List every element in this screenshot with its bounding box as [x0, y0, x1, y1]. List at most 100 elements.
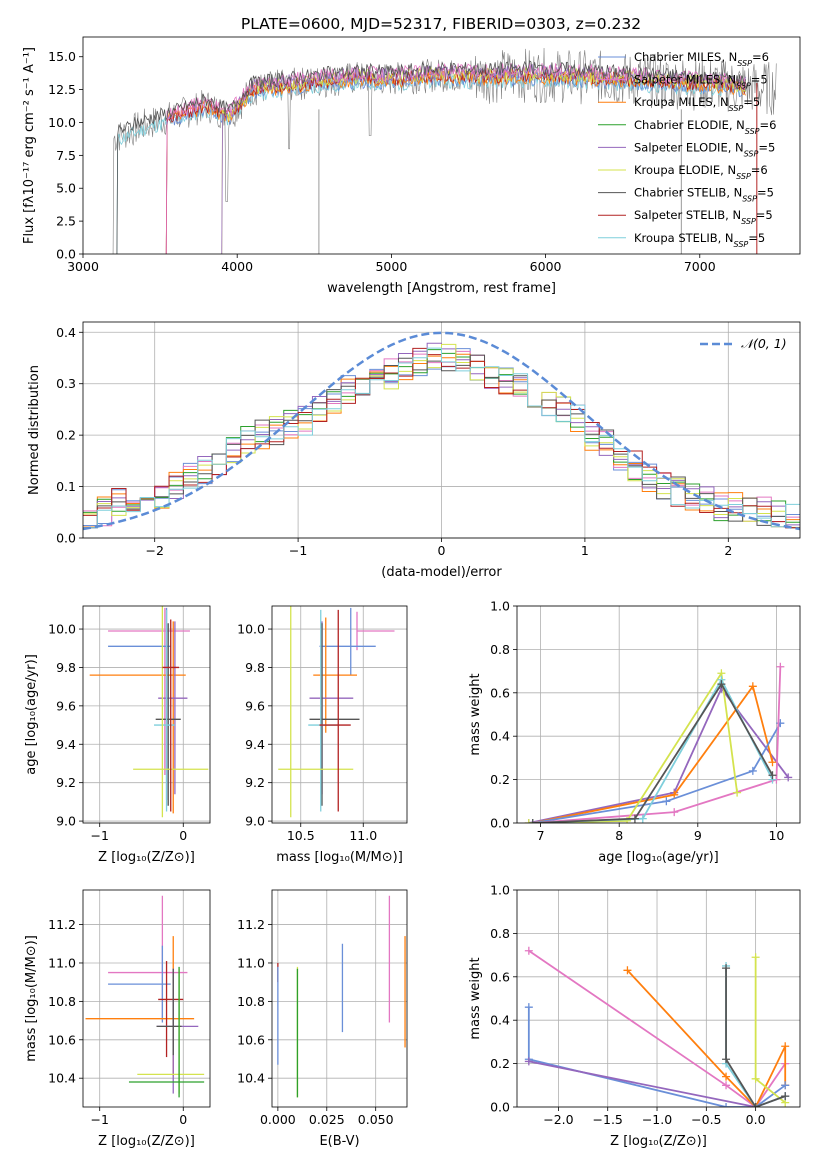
- spectrum-panel: 3000 4000 5000 6000 7000 0.0 2.5 5.0 7.5 10.0 12.5…: [22, 36, 801, 296]
- ebv_mass-frame: [271, 889, 408, 1108]
- ebv_mass-xtick-label: 0.050: [358, 1112, 394, 1127]
- spectrum-frame: [82, 36, 801, 255]
- z_weight-line-chabrier_miles: [527, 1007, 786, 1107]
- age_weight-marker-chabrier_stelib: [768, 771, 777, 780]
- spectrum-ytick-label: 15.0: [48, 49, 76, 64]
- z_mass-xtick-label: −1: [90, 1112, 108, 1127]
- z_mass-plot-area: [85, 895, 205, 1098]
- z_weight-xtick-label: −0.5: [691, 1112, 721, 1127]
- z_weight-marker-chabrier_stelib: [751, 1103, 760, 1107]
- age_weight-marker-kroupa_stelib: [638, 814, 647, 823]
- ebv_mass-xtick-label: 0.000: [260, 1112, 296, 1127]
- z_age-ytick-label: 9.8: [56, 660, 76, 675]
- z_weight-xtick-label: 0.0: [746, 1112, 766, 1127]
- spectrum-plot-area: [112, 47, 777, 254]
- mass_age-ytick-label: 10.0: [237, 622, 265, 637]
- legend-label-salpeter_stelib: Salpeter STELIB, NSSP=5: [634, 208, 773, 226]
- ebv_mass-plot-area: [277, 895, 406, 1098]
- z_weight-xtick-label: −1.5: [593, 1112, 623, 1127]
- z_age-ytick-label: 9.0: [56, 814, 76, 829]
- mass_age-xlabel: mass [log₁₀(M/M⊙)]: [276, 850, 403, 865]
- age_weight-marker-chabrier_miles: [662, 797, 671, 806]
- age_weight-marker-chabrier_stelib: [630, 814, 639, 823]
- z_mass-frame: [82, 889, 211, 1108]
- age_weight-ytick-label: 0.6: [490, 685, 510, 700]
- mass_age-xtick-label: 10.5: [287, 828, 315, 843]
- z_mass-ytick-label: 10.4: [48, 1071, 76, 1086]
- spectrum-ylabel: Flux [fλ10⁻¹⁷ erg cm⁻² s⁻¹ A⁻¹]: [22, 47, 37, 244]
- age_weight-marker-kroupa_miles: [670, 790, 679, 799]
- age_weight-line-kroupa_miles: [532, 684, 774, 823]
- age_weight-marker-kroupa_miles: [748, 682, 757, 691]
- spectrum-ytick-label: 12.5: [48, 82, 76, 97]
- legend-label-kroupa_elodie: Kroupa ELODIE, NSSP=6: [634, 163, 768, 181]
- z_mass-ytick-label: 10.6: [48, 1032, 76, 1047]
- z_age-panel: −1 0 9.0 9.2 9.4 9.6 9.8 10.0 Z [log₁₀(Z/Z⊙)] age…: [24, 605, 211, 865]
- ebv_mass-ytick-label: 10.6: [237, 1032, 265, 1047]
- spectrum-ytick-label: 2.5: [56, 214, 76, 229]
- ebv_mass-xtick-label: 0.025: [309, 1112, 345, 1127]
- mass_age-ytick-label: 9.0: [245, 814, 265, 829]
- z_age-ylabel: age [log₁₀(age/yr)]: [24, 654, 39, 775]
- ebv_mass-ytick-label: 11.2: [237, 917, 265, 932]
- legend-label-chabrier_miles: Chabrier MILES, NSSP=6: [634, 50, 769, 68]
- z_weight-xtick-label: −2.0: [543, 1112, 573, 1127]
- age_weight-xtick-label: 9: [694, 828, 702, 843]
- z_weight-marker-chabrier_stelib: [722, 1055, 731, 1064]
- z_weight-ytick-label: 0.6: [490, 969, 510, 984]
- spectrum-ytick-label: 10.0: [48, 115, 76, 130]
- age_weight-marker-chabrier_stelib: [717, 680, 726, 689]
- ebv_mass-ytick-label: 10.8: [237, 994, 265, 1009]
- normal-curve: [83, 331, 800, 531]
- age_weight-marker-kroupa_elodie: [524, 819, 533, 823]
- age_weight-marker-salpeter_miles: [776, 662, 785, 671]
- residuals-panel: −2 −1 0 1 2 0.0 0.1 0.2 0.3 0.4 (data-model)/error…: [27, 321, 801, 580]
- mass_age-frame: [271, 605, 408, 824]
- spectrum-xtick-label: 3000: [67, 259, 99, 274]
- z_weight-ytick-label: 0.8: [490, 926, 510, 941]
- age_weight-ytick-label: 0.2: [490, 772, 510, 787]
- spectrum-ytick-label: 0.0: [56, 247, 76, 262]
- age_weight-xtick-label: 10: [768, 828, 784, 843]
- mass_age-panel: 10.5 11.0 9.0 9.2 9.4 9.6 9.8 10.0 mass [log₁₀(M…: [237, 605, 408, 865]
- age_weight-xlabel: age [log₁₀(age/yr)]: [598, 850, 719, 865]
- z_mass-panel: −1 0 10.4 10.6 10.8 11.0 11.2 Z [log₁₀(Z/Z⊙)] ma…: [24, 889, 211, 1149]
- residuals-xtick-label: 2: [724, 543, 732, 558]
- age_weight-marker-salpeter_elodie: [784, 773, 793, 782]
- residuals-ylabel: Normed distribution: [27, 365, 42, 495]
- legend-label-kroupa_stelib: Kroupa STELIB, NSSP=5: [634, 231, 765, 249]
- ebv_mass-ytick-label: 10.4: [237, 1071, 265, 1086]
- age_weight-xtick-label: 7: [537, 828, 545, 843]
- residuals-ytick-label: 0.0: [56, 531, 76, 546]
- z_weight-xtick-label: −1.0: [642, 1112, 672, 1127]
- z_weight-marker-chabrier_miles: [722, 1103, 731, 1107]
- z_age-ytick-label: 9.6: [56, 698, 76, 713]
- spectrum-model-chabrier_stelib: [116, 60, 746, 254]
- ebv_mass-panel: 0.000 0.025 0.050 10.4 10.6 10.8 11.0 11.2 E(B-V…: [237, 889, 408, 1149]
- age_weight-line-chabrier_miles: [532, 722, 782, 823]
- z_weight-marker-chabrier_stelib: [781, 1092, 790, 1101]
- z_weight-marker-kroupa_miles: [781, 1042, 790, 1051]
- z_weight-ytick-label: 0.0: [490, 1100, 510, 1115]
- z_age-frame: [82, 605, 211, 824]
- z_weight-marker-chabrier_miles: [524, 1003, 533, 1012]
- z_age-ytick-label: 10.0: [48, 622, 76, 637]
- z_weight-marker-chabrier_stelib: [722, 964, 731, 973]
- age_weight-ylabel: mass weight: [468, 673, 483, 755]
- age_weight-xtick-label: 8: [615, 828, 623, 843]
- z_weight-marker-salpeter_elodie: [524, 1057, 533, 1066]
- z_mass-xtick-label: 0: [179, 1112, 187, 1127]
- age_weight-line-chabrier_stelib: [532, 682, 774, 823]
- z_age-ytick-label: 9.4: [56, 737, 76, 752]
- age_weight-marker-kroupa_elodie: [733, 788, 742, 797]
- mass_age-ytick-label: 9.2: [245, 775, 265, 790]
- residuals-xtick-label: 1: [581, 543, 589, 558]
- z_age-xlabel: Z [log₁₀(Z/Z⊙)]: [98, 850, 195, 865]
- spectrum-model-salpeter_elodie: [221, 63, 746, 254]
- z_age-xtick-label: 0: [179, 828, 187, 843]
- age_weight-ytick-label: 0.0: [490, 816, 510, 831]
- age_weight-marker-kroupa_miles: [768, 758, 777, 767]
- age_weight-marker-salpeter_miles: [670, 808, 679, 817]
- age_weight-frame: [516, 605, 801, 824]
